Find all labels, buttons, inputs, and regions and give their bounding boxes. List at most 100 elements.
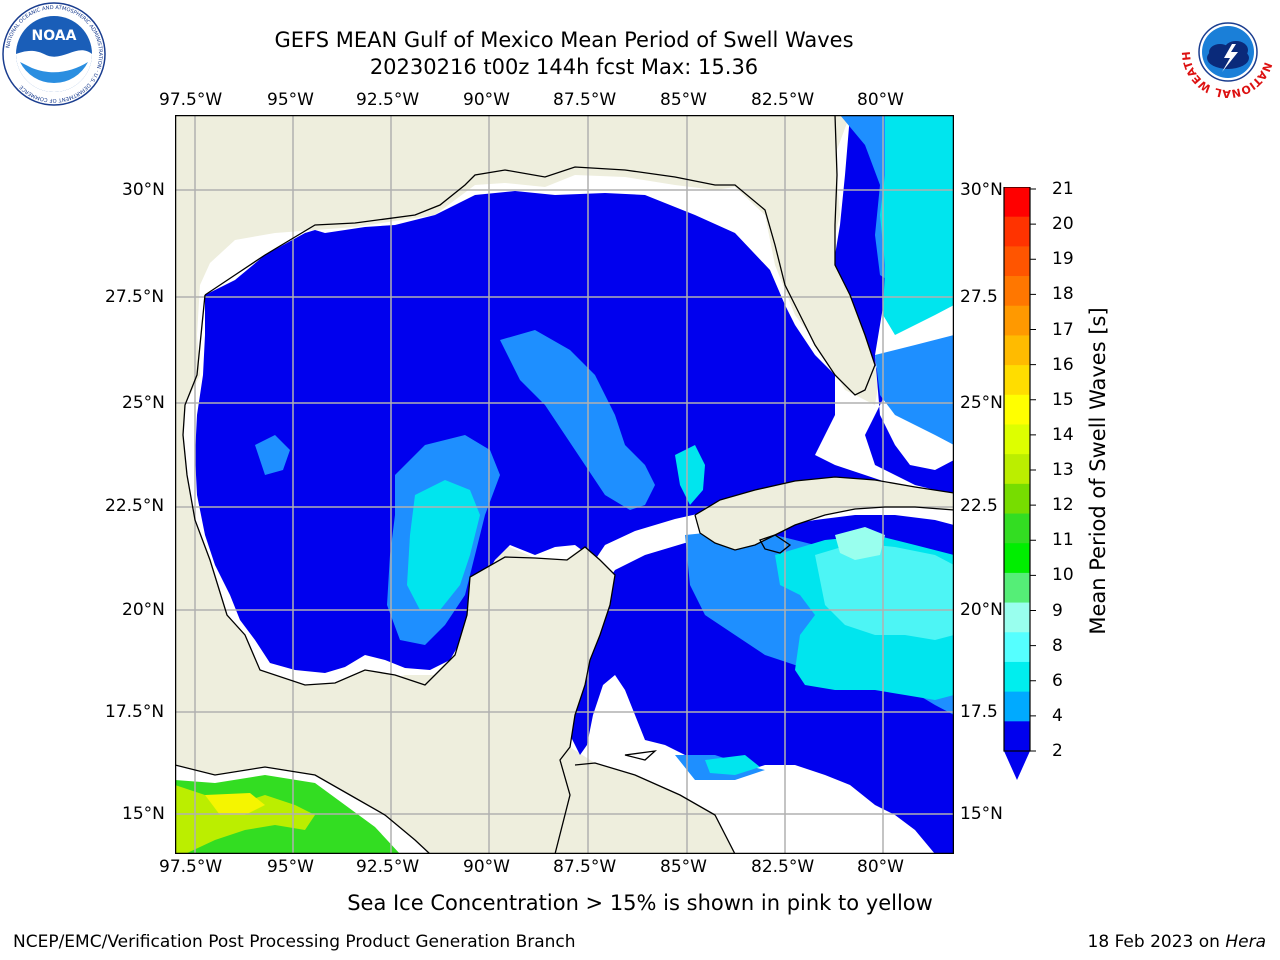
sea-ice-region <box>175 785 315 854</box>
colorbar-band <box>1004 632 1030 663</box>
coastline <box>694 506 954 551</box>
lat-label-right: 22.5 <box>960 496 998 516</box>
lon-label-top: 95°W <box>267 90 314 110</box>
lat-label-right: 15°N <box>960 804 1003 824</box>
noaa-logo-text: NOAA <box>32 28 77 44</box>
lat-label-left: 27.5°N <box>105 287 165 307</box>
footer-host: Hera <box>1225 932 1266 952</box>
lat-label-right: 30°N <box>960 180 1003 200</box>
colorbar-band <box>1004 602 1030 633</box>
sea-ice-region <box>205 793 265 815</box>
colorbar <box>1003 187 1036 780</box>
lon-label-top: 90°W <box>463 90 510 110</box>
footer-date-text: 18 Feb 2023 on <box>1087 932 1226 952</box>
lon-label-top: 92.5°W <box>356 90 420 110</box>
colorbar-band <box>1004 721 1030 752</box>
nws-logo: NATIONAL WEATHER SERVICE <box>1178 2 1276 100</box>
colorbar-band <box>1004 394 1030 425</box>
lat-label-left: 22.5°N <box>105 496 165 516</box>
footer-credit: NCEP/EMC/Verification Post Processing Pr… <box>13 932 576 952</box>
colorbar-band <box>1004 572 1030 603</box>
colorbar-tick-label: 8 <box>1052 635 1063 656</box>
coastline <box>694 476 954 516</box>
colorbar-frame <box>1003 187 1031 752</box>
colorbar-band <box>1004 513 1030 544</box>
colorbar-tick-label: 14 <box>1052 424 1074 445</box>
central-america <box>555 763 735 854</box>
coastlines <box>175 115 954 854</box>
lat-label-left: 20°N <box>122 600 165 620</box>
coastline <box>182 294 616 854</box>
colorbar-band <box>1004 187 1030 218</box>
lon-label-bottom: 82.5°W <box>751 857 815 877</box>
colorbar-band <box>1004 246 1030 277</box>
colorbar-tick-label: 2 <box>1052 741 1063 761</box>
lon-label-bottom: 87.5°W <box>553 857 617 877</box>
lon-label-top: 82.5°W <box>751 90 815 110</box>
lon-label-top: 85°W <box>660 90 707 110</box>
sea-ice-note: Sea Ice Concentration > 15% is shown in … <box>347 891 933 915</box>
swell-region-6-8s <box>705 755 760 775</box>
colorbar-tick-label: 6 <box>1052 670 1063 691</box>
florida-peninsula <box>175 115 875 395</box>
lon-label-top: 87.5°W <box>553 90 617 110</box>
lon-label-bottom: 90°W <box>463 857 510 877</box>
lat-label-left: 15°N <box>122 804 165 824</box>
map-frame <box>175 115 954 854</box>
swell-period-map <box>175 115 954 854</box>
swell-region-4-6s <box>255 435 290 475</box>
lat-label-right: 20°N <box>960 600 1003 620</box>
colorbar-band <box>1004 483 1030 514</box>
colorbar-tick-label: 18 <box>1052 284 1074 305</box>
lat-label-right: 17.5 <box>960 702 998 722</box>
colorbar-band <box>1004 424 1030 455</box>
colorbar-band <box>1004 305 1030 336</box>
swell-region-6-8s <box>880 115 954 335</box>
mexico-mainland <box>175 115 435 854</box>
coastline <box>204 115 876 396</box>
colorbar-extend-arrow <box>1004 751 1030 780</box>
yucatan-peninsula <box>375 547 615 854</box>
colorbar-band <box>1004 543 1030 574</box>
colorbar-tick-label: 12 <box>1052 495 1074 516</box>
colorbar-tick-label: 11 <box>1052 530 1074 551</box>
colorbar-band <box>1004 454 1030 485</box>
colorbar-tick-label: 9 <box>1052 600 1063 621</box>
lon-label-top: 97.5°W <box>159 90 223 110</box>
swell-region-4-6s <box>500 330 655 510</box>
lat-label-right: 27.5 <box>960 287 998 307</box>
coastline <box>624 750 657 761</box>
colorbar-tick-label: 19 <box>1052 249 1074 270</box>
lat-lon-grid <box>175 115 954 854</box>
colorbar-band <box>1004 276 1030 307</box>
colorbar-tick-label: 13 <box>1052 460 1074 480</box>
colorbar-title: Mean Period of Swell Waves [s] <box>1086 307 1110 635</box>
coastline <box>175 764 431 854</box>
swell-region-6-8s <box>407 480 480 610</box>
colorbar-band <box>1004 335 1030 366</box>
lat-label-left: 30°N <box>122 180 165 200</box>
footer-date: 18 Feb 2023 on Hera <box>1088 932 1266 952</box>
lon-label-bottom: 97.5°W <box>159 857 223 877</box>
colorbar-band <box>1004 691 1030 722</box>
colorbar-tick-label: 21 <box>1052 179 1074 199</box>
cuba-island <box>695 477 954 550</box>
swell-region-4-6s <box>875 335 954 445</box>
colorbar-tick-label: 20 <box>1052 214 1074 235</box>
swell-region-9-10s <box>835 527 885 560</box>
colorbar-tick-label: 4 <box>1052 705 1063 726</box>
lon-label-bottom: 85°W <box>660 857 707 877</box>
lat-label-right: 25°N <box>960 393 1003 413</box>
chart-title: GEFS MEAN Gulf of Mexico Mean Period of … <box>274 28 854 52</box>
colorbar-tick-label: 16 <box>1052 354 1074 375</box>
chart-subtitle: 20230216 t00z 144h fcst Max: 15.36 <box>369 55 759 79</box>
lon-label-bottom: 92.5°W <box>356 857 420 877</box>
lon-label-bottom: 95°W <box>267 857 314 877</box>
colorbar-tick-label: 10 <box>1052 565 1074 586</box>
coastline <box>759 534 792 554</box>
lat-label-left: 17.5°N <box>105 702 165 722</box>
coastline <box>574 762 736 854</box>
colorbar-tick-label: 17 <box>1052 319 1074 340</box>
colorbar-tick-label: 15 <box>1052 389 1074 410</box>
swell-region-8-9s <box>815 543 954 640</box>
